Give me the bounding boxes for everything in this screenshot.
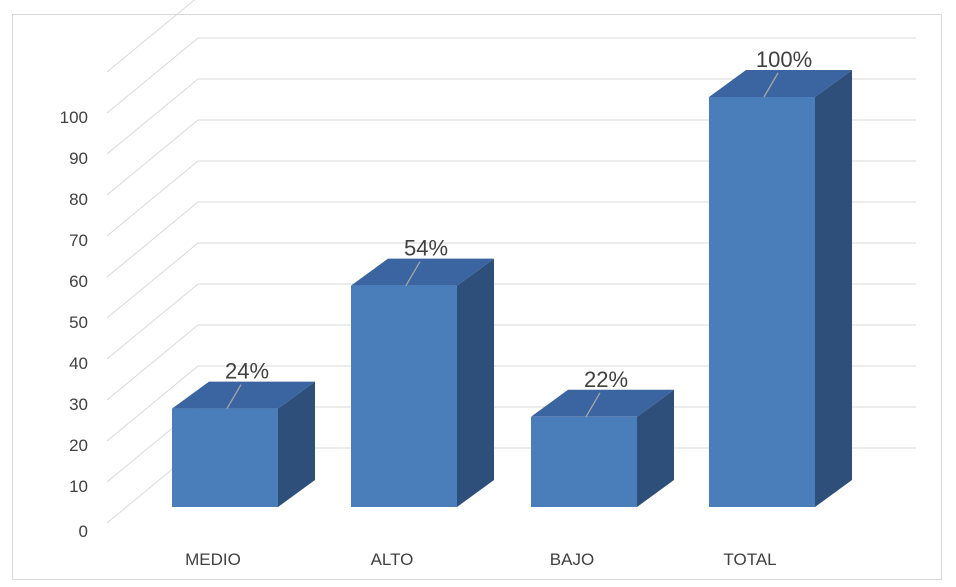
gridline-side (106, 160, 199, 237)
bar-side (278, 381, 315, 507)
gridline-side (106, 283, 199, 360)
bar-top (172, 381, 315, 409)
y-tick-label: 10 (69, 477, 88, 496)
bar-top (709, 70, 852, 97)
data-label: 100% (756, 47, 812, 72)
y-tick-label: 50 (69, 313, 88, 332)
y-tick-label: 20 (69, 436, 88, 455)
y-tick-label: 70 (69, 231, 88, 250)
y-tick-label: 60 (69, 272, 88, 291)
bar (172, 408, 278, 507)
gridline-side (106, 242, 199, 319)
data-label: 24% (225, 359, 269, 384)
category-label: BAJO (550, 550, 594, 569)
y-tick-label: 40 (69, 354, 88, 373)
category-label: MEDIO (185, 550, 241, 569)
bar-top (351, 258, 494, 286)
bar (709, 97, 815, 507)
data-label-leader (585, 392, 601, 418)
data-label-leader (763, 72, 779, 98)
y-tick-label: 100 (60, 108, 88, 127)
bar-side (815, 70, 852, 507)
gridline-side (106, 324, 199, 401)
gridline-side (106, 78, 199, 155)
bar-side (637, 389, 674, 507)
y-tick-label: 90 (69, 149, 88, 168)
data-label: 54% (404, 236, 448, 261)
y-tick-label: 30 (69, 395, 88, 414)
data-label-leader (405, 261, 421, 286)
gridline-side (106, 119, 199, 196)
category-label: ALTO (371, 550, 414, 569)
gridline-side (106, 37, 199, 114)
bar (531, 416, 637, 507)
y-tick-label: 0 (79, 522, 88, 541)
bar (351, 285, 457, 507)
gridline-side (106, 201, 199, 278)
data-label: 22% (584, 367, 628, 392)
bar-side (457, 258, 494, 507)
y-tick-label: 80 (69, 190, 88, 209)
category-label: TOTAL (723, 550, 776, 569)
gridline-side (106, 365, 199, 442)
bar-top (531, 389, 674, 417)
gridline-side (106, 0, 196, 73)
data-label-leader (226, 384, 242, 409)
